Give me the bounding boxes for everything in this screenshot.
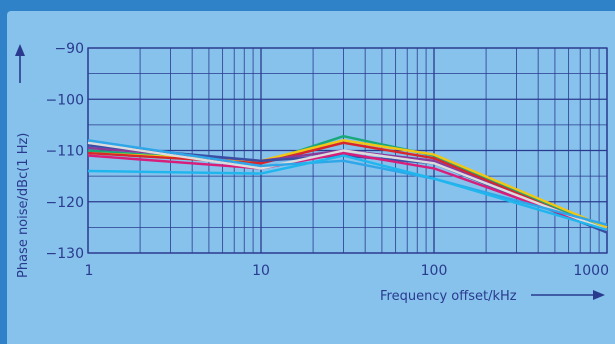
x-tick-label: 10 (252, 263, 270, 279)
y-axis-label: Phase noise/dBc(1 Hz) (16, 133, 31, 278)
y-tick-label: −130 (46, 246, 84, 262)
x-tick-label: 1 (85, 263, 94, 279)
series-line-8 (87, 139, 608, 226)
series-line-9 (87, 154, 608, 232)
y-tick-labels: −90 −100 −110 −120 −130 (46, 41, 84, 262)
x-tick-labels: 1 10 100 1000 (85, 263, 609, 279)
series-line-6 (87, 151, 608, 232)
y-tick-label: −100 (46, 92, 84, 108)
x-tick-label: 1000 (573, 263, 609, 279)
grid-major (87, 47, 608, 254)
y-tick-label: −120 (46, 195, 84, 211)
series-layer (87, 134, 608, 234)
chart-panel (7, 11, 615, 344)
x-axis-label: Frequency offset/kHz (380, 289, 517, 304)
y-tick-label: −110 (46, 144, 84, 160)
y-axis-arrow (15, 44, 25, 83)
y-tick-label: −90 (54, 41, 84, 57)
x-tick-label: 100 (421, 263, 448, 279)
series-line-7 (87, 141, 608, 232)
x-axis-arrow (531, 290, 605, 300)
